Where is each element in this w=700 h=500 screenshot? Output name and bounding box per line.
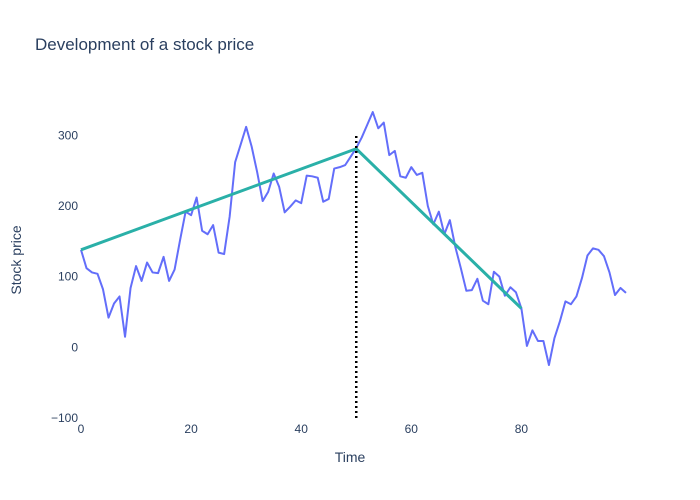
x-tick-label: 20 xyxy=(184,422,198,436)
y-tick-label: 0 xyxy=(71,340,78,354)
y-axis-title: Stock price xyxy=(8,225,24,294)
series-line-trend xyxy=(80,147,523,310)
series-line-price xyxy=(80,111,627,366)
y-axis-ticks: −100 0 100 200 300 xyxy=(51,128,78,425)
x-tick-label: 40 xyxy=(295,422,309,436)
y-tick-label: 100 xyxy=(58,270,78,284)
x-tick-label: 0 xyxy=(78,422,85,436)
x-tick-label: 80 xyxy=(515,422,529,436)
y-tick-label: −100 xyxy=(51,411,78,425)
y-tick-label: 300 xyxy=(58,128,78,142)
chart-title: Development of a stock price xyxy=(35,35,254,54)
x-axis-ticks: 0 20 40 60 80 xyxy=(78,422,529,436)
x-tick-label: 60 xyxy=(405,422,419,436)
x-axis-title: Time xyxy=(335,449,366,465)
y-tick-label: 200 xyxy=(58,199,78,213)
plot-area xyxy=(80,111,627,418)
